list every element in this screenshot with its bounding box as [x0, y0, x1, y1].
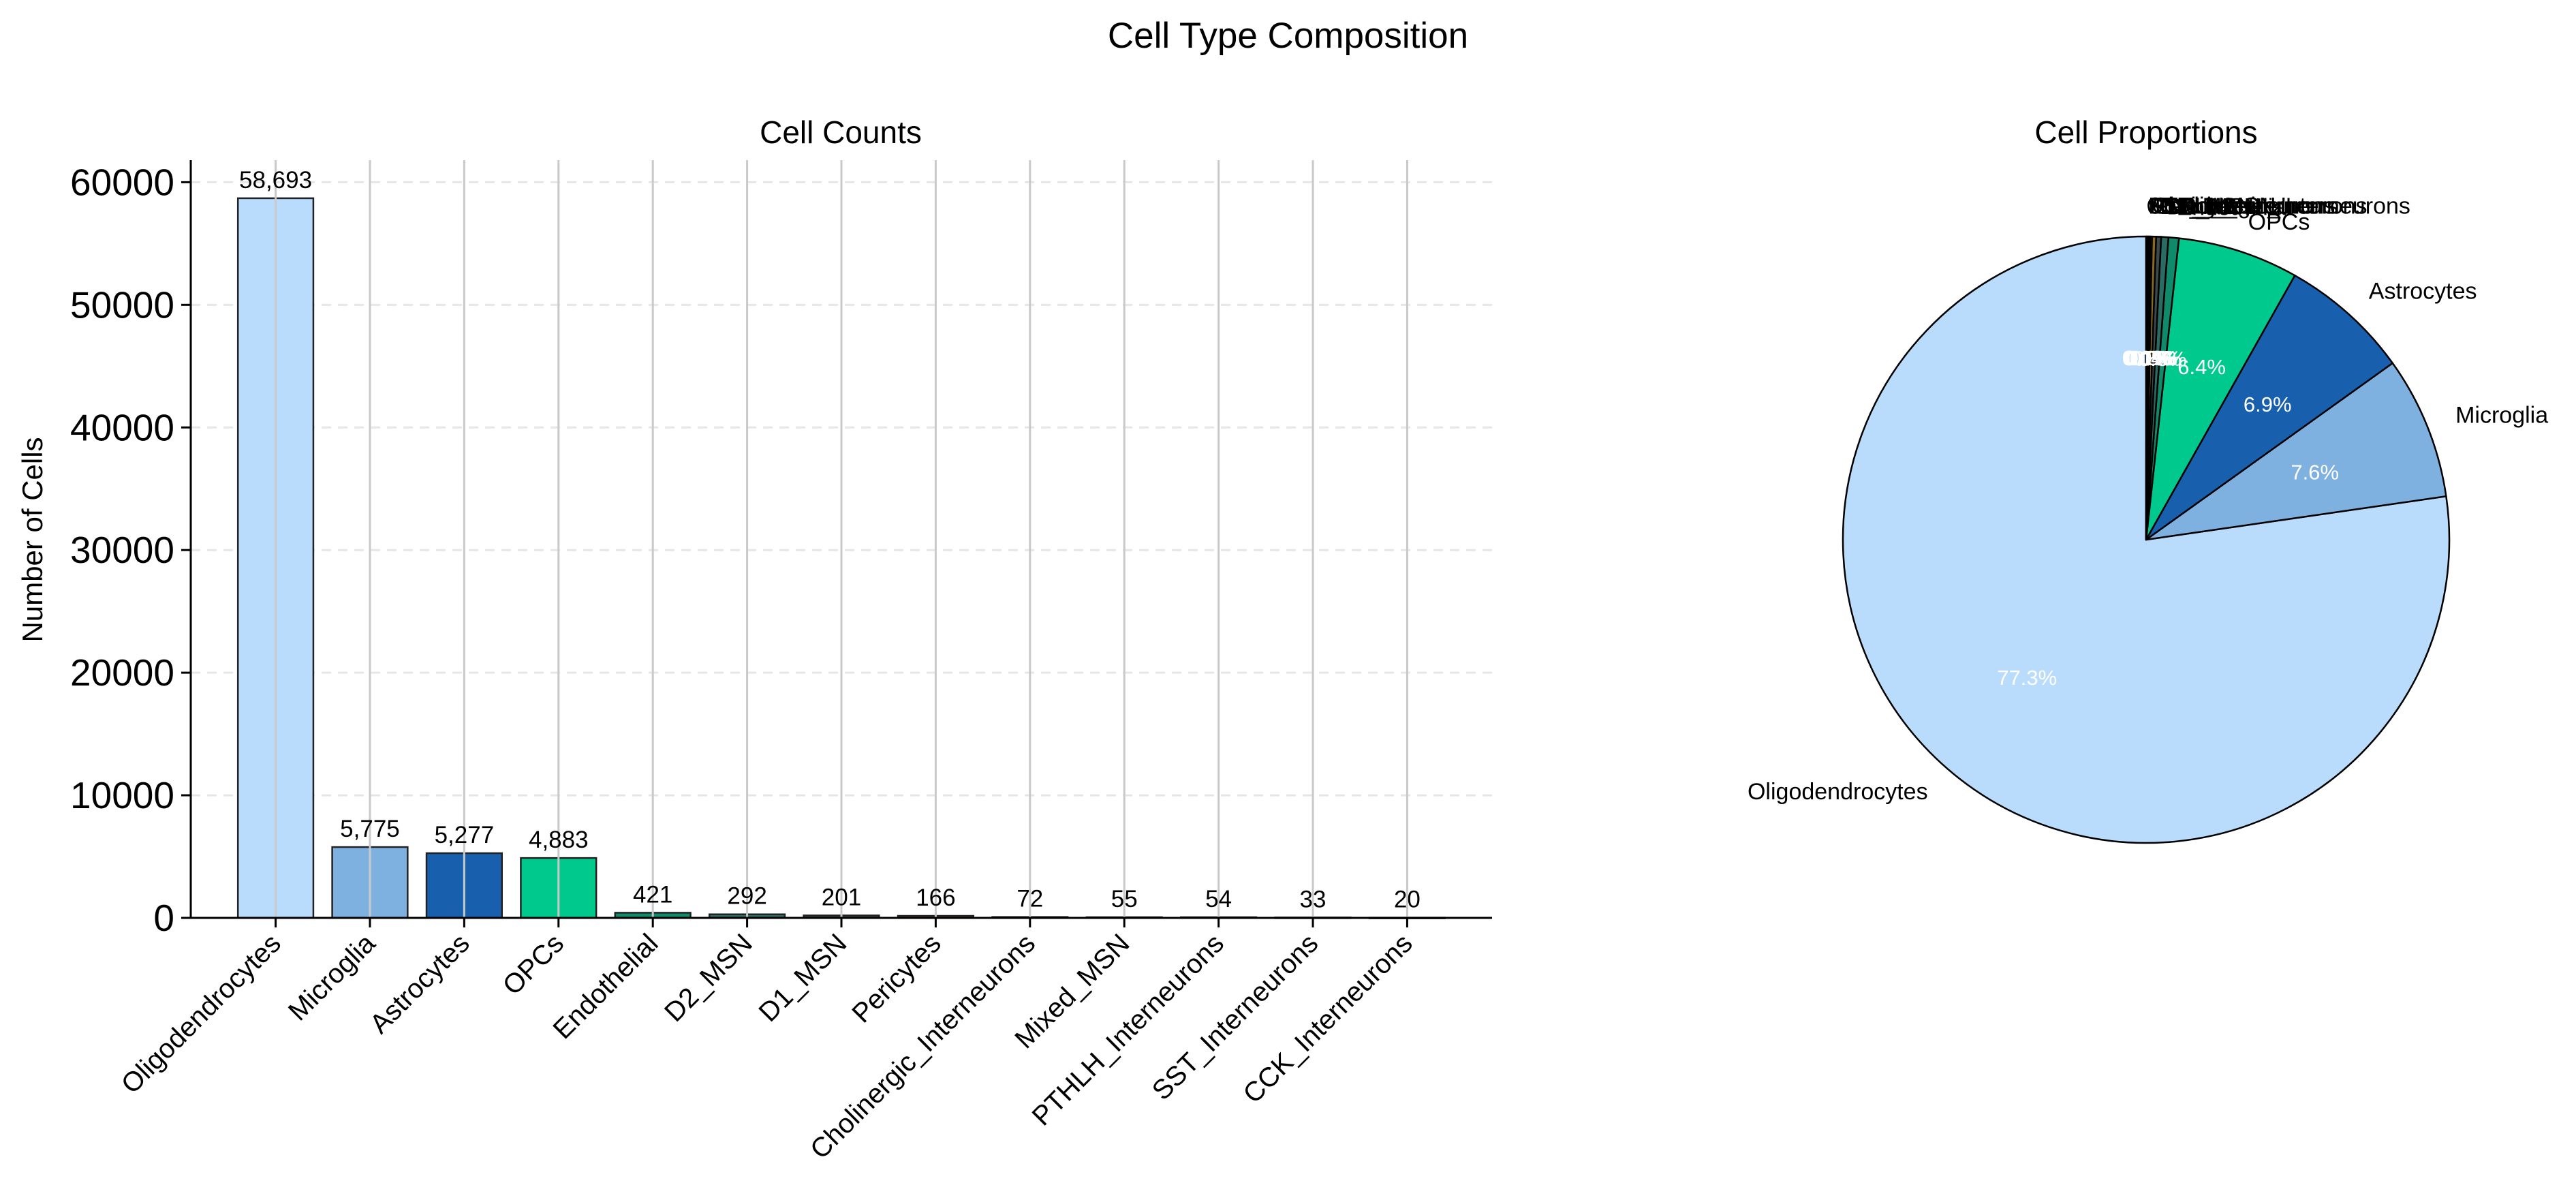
x-tick-label: OPCs — [497, 928, 570, 1001]
pie-label-opcs: OPCs — [2248, 209, 2310, 235]
value-label: 33 — [1300, 886, 1326, 912]
value-label: 166 — [916, 884, 955, 911]
pie-label-cck-interneurons: CCK_Interneurons — [2146, 194, 2338, 219]
pie-chart-title: Cell Proportions — [2034, 114, 2257, 150]
x-tick-label: Astrocytes — [364, 928, 476, 1039]
x-tick-label: CCK_Interneurons — [1237, 928, 1418, 1109]
pie-label-d1-msn: D1_MSN — [2160, 194, 2254, 219]
pie-label-d2-msn: D2_MSN — [2167, 194, 2261, 219]
value-label: 54 — [1205, 886, 1232, 912]
value-label: 5,775 — [340, 816, 400, 842]
y-tick-label: 20000 — [70, 651, 174, 694]
y-tick-label: 40000 — [70, 406, 174, 448]
x-tick-label: SST_Interneurons — [1147, 928, 1324, 1106]
pie-percent-label: 6.9% — [2244, 393, 2292, 416]
x-tick-label: Microglia — [283, 928, 382, 1027]
y-tick-label: 0 — [153, 897, 174, 939]
pie-percent-label: 0.3% — [2130, 346, 2178, 370]
x-tick-label: PTHLH_Interneurons — [1027, 928, 1230, 1131]
pie-percent-label: 0.1% — [2124, 346, 2173, 370]
value-label: 72 — [1017, 886, 1043, 912]
pie-label-microglia: Microglia — [2455, 402, 2548, 428]
value-label: 201 — [822, 884, 861, 910]
pie-percent-label: 0.1% — [2125, 346, 2173, 370]
pie-label-mixed-msn: Mixed_MSN — [2150, 194, 2276, 219]
pie-label-oligodendrocytes: Oligodendrocytes — [1748, 779, 1928, 805]
x-tick-label: D1_MSN — [754, 928, 853, 1028]
value-label: 55 — [1111, 886, 1138, 912]
value-label: 20 — [1394, 887, 1421, 913]
value-label: 5,277 — [435, 822, 495, 848]
pie-label-astrocytes: Astrocytes — [2369, 279, 2477, 305]
x-tick-label: Oligodendrocytes — [116, 928, 287, 1099]
pie-percent-label: 0.1% — [2123, 346, 2171, 370]
pie-percent-label: 6.4% — [2177, 355, 2226, 379]
pie-label-endothelial: Endothelial — [2177, 195, 2291, 221]
x-tick-label: Pericytes — [846, 928, 946, 1028]
pie-category-labels: Oligodendrocytes Microglia Astrocytes OPCsE… — [1748, 194, 2548, 805]
pie-percent-label: 0.2% — [2127, 346, 2175, 370]
pie-label-cholinergic-interneurons: Cholinergic_Interneurons — [2152, 194, 2410, 219]
pie-percent-label: 0.6% — [2139, 347, 2187, 371]
pie-slice-microglia — [2145, 362, 2447, 541]
pie-slice-astrocytes — [2145, 274, 2394, 541]
value-label: 421 — [633, 881, 672, 908]
bar-y-axis-label: Number of Cells — [16, 437, 48, 642]
pie-label-pericytes: Pericytes — [2155, 194, 2250, 219]
y-tick-label: 50000 — [70, 283, 174, 326]
bar-vertical-grid — [275, 160, 1408, 918]
bar-value-labels: 58,693 5,775 5,277 4,883 421 292 201 166 72 55 54 3… — [239, 167, 1421, 913]
pie-percent-label: 0.0% — [2122, 346, 2171, 370]
pie-percent-label: 0.4% — [2133, 347, 2182, 371]
y-tick-label: 30000 — [70, 529, 174, 571]
pie-slice-opcs — [2145, 237, 2296, 541]
pie-slice-cck-interneurons — [2145, 235, 2147, 541]
pie-percent-label: 7.6% — [2291, 460, 2339, 484]
value-label: 58,693 — [239, 167, 312, 194]
value-label: 292 — [727, 883, 766, 910]
figure-title: Cell Type Composition — [1107, 16, 1469, 56]
bar-y-ticks: 0 10000 20000 30000 40000 50000 60000 — [70, 161, 191, 939]
pie-slices — [1842, 235, 2451, 844]
pie-percent-labels: 77.3%7.6%6.9%6.4%0.6%0.4%0.3%0.2%0.1%0.1… — [1997, 346, 2339, 690]
bar-chart-cell-counts: Cell Counts 0 10000 20000 30000 40000 50000 60… — [16, 114, 1492, 1165]
y-tick-label: 10000 — [70, 774, 174, 816]
value-label: 4,883 — [529, 827, 589, 853]
pie-percent-label: 0.0% — [2122, 346, 2171, 370]
pie-percent-label: 77.3% — [1997, 666, 2057, 690]
bar-grid — [191, 181, 1492, 797]
bar-chart-title: Cell Counts — [760, 114, 922, 150]
pie-chart-cell-proportions: Cell Proportions 77.3% 7.6% 6.9% 6.4%0.6%0.… — [1748, 114, 2548, 844]
pie-label-pthlh-interneurons: PTHLH_Interneurons — [2148, 194, 2367, 219]
pie-label-sst-interneurons: SST_Interneurons — [2147, 194, 2335, 219]
y-tick-label: 60000 — [70, 161, 174, 203]
x-tick-label: D2_MSN — [659, 928, 758, 1028]
